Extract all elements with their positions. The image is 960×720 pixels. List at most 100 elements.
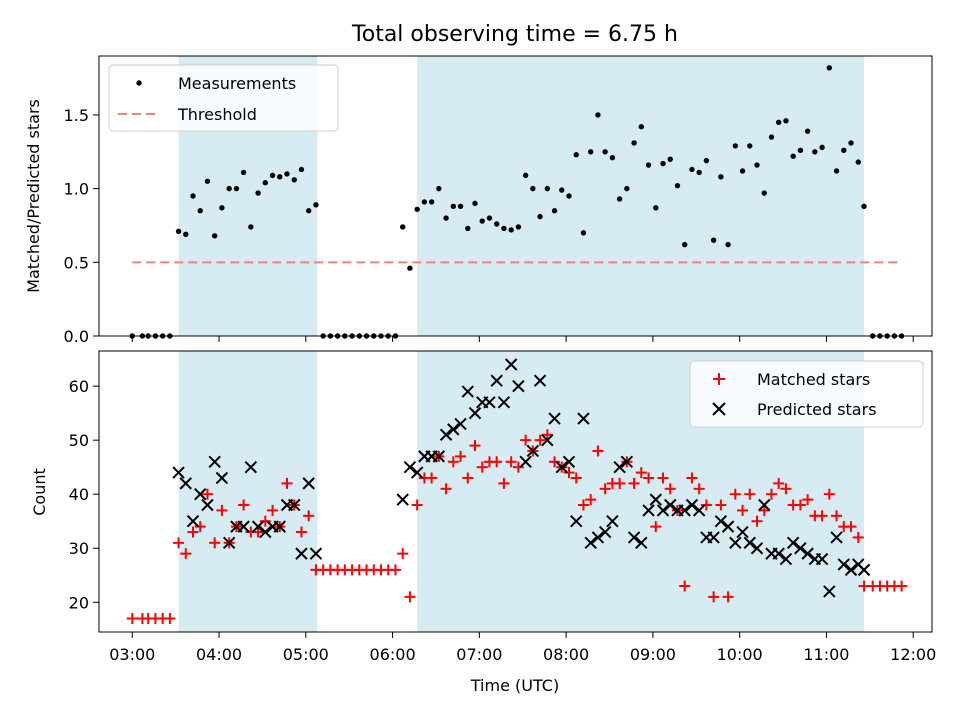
measurement-point bbox=[833, 168, 840, 174]
measurement-point bbox=[479, 218, 485, 224]
measurement-point bbox=[277, 174, 283, 180]
predicted-stars-point bbox=[598, 525, 612, 539]
predicted-stars-point bbox=[526, 444, 540, 458]
measurement-point bbox=[819, 144, 825, 151]
measurement-point bbox=[783, 118, 789, 124]
measurement-point bbox=[861, 203, 867, 210]
matched-stars-point bbox=[303, 510, 315, 522]
matched-stars-point bbox=[896, 580, 908, 592]
matched-stars-point bbox=[549, 456, 561, 468]
matched-stars-point bbox=[845, 521, 857, 533]
measurement-point bbox=[768, 134, 775, 140]
measurement-point bbox=[255, 190, 261, 196]
predicted-stars-point bbox=[215, 471, 229, 485]
matched-stars-point bbox=[126, 612, 138, 624]
predicted-stars-point bbox=[194, 487, 207, 501]
count-panel-x-ticks: 03:00 04:00 05:00 06:00 07:00 08:00 09:00 10:00… bbox=[109, 632, 936, 664]
measurement-point bbox=[812, 149, 818, 155]
predicted-stars-point bbox=[410, 466, 424, 479]
predicted-stars-point bbox=[251, 520, 265, 533]
matched-stars-point bbox=[491, 456, 503, 468]
predicted-stars-point bbox=[512, 379, 525, 393]
ratio-panel-y-ticks: 0.0 0.5 1.0 1.5 bbox=[64, 106, 99, 346]
x-tick-label: 04:00 bbox=[196, 645, 242, 664]
measurement-point bbox=[493, 221, 500, 227]
x-tick-label: 08:00 bbox=[543, 645, 589, 664]
count-panel-y-tick-label: 60 bbox=[69, 377, 89, 396]
measurement-point bbox=[407, 265, 413, 271]
predicted-stars-point bbox=[577, 412, 590, 425]
matched-stars-point bbox=[194, 521, 206, 533]
predicted-stars-point bbox=[504, 358, 518, 371]
count-panel: 20 30 40 50 60 03:00 04:00 05:00 06:00 07:00 08:0… bbox=[30, 350, 936, 695]
predicted-stars-point bbox=[259, 525, 272, 539]
x-tick-label: 12:00 bbox=[890, 645, 936, 664]
ratio-panel: 0.0 0.5 1.0 1.5 Matched/Predicted stars Mea… bbox=[24, 55, 933, 346]
measurement-point bbox=[573, 152, 579, 158]
matched-stars-point bbox=[252, 526, 264, 538]
matched-stars-legend-marker bbox=[713, 373, 725, 385]
matched-stars-point bbox=[426, 472, 438, 484]
ratio-panel-y-tick-label: 1.0 bbox=[64, 180, 89, 199]
measurement-point bbox=[826, 65, 833, 71]
predicted-stars-point bbox=[533, 374, 547, 387]
count-panel-y-tick-label: 30 bbox=[69, 539, 89, 558]
matched-stars-point bbox=[635, 467, 647, 479]
ratio-panel-legend: Measurements Threshold bbox=[108, 64, 339, 132]
predicted-stars-point bbox=[439, 428, 453, 441]
predicted-stars-point bbox=[490, 374, 503, 387]
predicted-stars-point bbox=[201, 498, 214, 512]
count-panel-y-ticks: 20 30 40 50 60 bbox=[69, 377, 99, 612]
measurement-point bbox=[465, 225, 471, 232]
measurement-points bbox=[129, 65, 905, 339]
measurement-point bbox=[262, 180, 269, 186]
predicted-stars-point bbox=[584, 536, 597, 550]
ratio-panel-frame bbox=[98, 55, 933, 337]
predicted-stars-point bbox=[519, 455, 532, 468]
matched-stars-point bbox=[794, 499, 806, 511]
measurement-point bbox=[703, 157, 710, 164]
measurement-point bbox=[689, 166, 695, 173]
matched-stars-point bbox=[563, 467, 575, 479]
matched-stars-point bbox=[585, 494, 597, 506]
measurement-point bbox=[399, 224, 406, 230]
measurement-point bbox=[725, 241, 731, 248]
measurement-point bbox=[501, 225, 507, 232]
predicted-stars-point bbox=[172, 466, 185, 479]
predicted-stars-point bbox=[707, 531, 720, 544]
measurement-point bbox=[776, 119, 782, 126]
predicted-stars-point bbox=[685, 498, 699, 512]
measurement-point bbox=[616, 196, 623, 202]
x-tick-label: 07:00 bbox=[456, 645, 502, 664]
measurement-point bbox=[443, 215, 449, 221]
measurement-point bbox=[645, 162, 652, 168]
matched-stars-legend-label: Matched stars bbox=[757, 370, 870, 389]
matched-stars-point bbox=[512, 461, 524, 473]
predicted-stars-point bbox=[736, 525, 749, 539]
matched-stars-point bbox=[505, 456, 517, 468]
predicted-stars-point bbox=[591, 531, 605, 544]
ratio-panel-y-tick-label: 1.5 bbox=[64, 106, 89, 125]
predicted-stars-point bbox=[857, 563, 871, 577]
matched-stars-point bbox=[700, 499, 712, 511]
matched-stars-point bbox=[469, 440, 481, 452]
predicted-stars-point bbox=[555, 460, 568, 474]
measurement-point bbox=[609, 154, 616, 161]
measurement-point bbox=[436, 185, 442, 192]
predicted-stars-point bbox=[830, 531, 843, 544]
measurement-point bbox=[696, 169, 702, 176]
measurement-point bbox=[190, 193, 196, 199]
predicted-stars-point bbox=[468, 406, 482, 420]
measurement-point bbox=[414, 206, 420, 212]
predicted-stars-point bbox=[692, 504, 706, 517]
matched-stars-point bbox=[679, 580, 691, 592]
measurement-point bbox=[602, 149, 608, 155]
measurement-point bbox=[508, 227, 514, 233]
matched-stars-point bbox=[209, 537, 221, 549]
predicted-stars-point bbox=[222, 536, 236, 550]
measurement-point bbox=[631, 140, 637, 146]
predicted-stars-point bbox=[432, 450, 446, 463]
matched-stars-point bbox=[802, 494, 814, 506]
matched-stars-point bbox=[816, 510, 828, 522]
measurement-point bbox=[588, 149, 594, 155]
